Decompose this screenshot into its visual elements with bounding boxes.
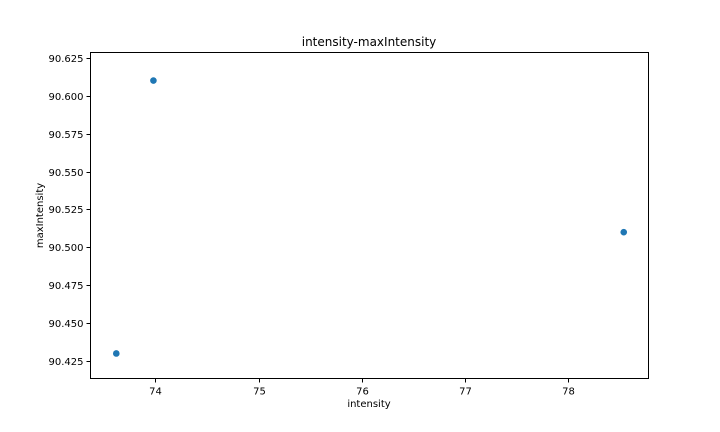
y-tick-label: 90.475	[49, 281, 84, 292]
x-tick-label: 77	[459, 387, 472, 398]
y-tick-label: 90.525	[49, 205, 84, 216]
y-axis-ticks: 90.425 90.450 90.475 90.500 90.525 90.550 90.5…	[49, 54, 91, 368]
data-point	[112, 350, 120, 357]
y-tick-label: 90.600	[49, 92, 84, 103]
data-point	[150, 77, 157, 84]
y-tick-label: 90.550	[49, 168, 84, 179]
x-axis-label: intensity	[347, 399, 390, 410]
data-points	[112, 77, 628, 357]
chart-title: intensity-maxIntensity	[302, 35, 437, 49]
y-axis-label: maxIntensity	[35, 183, 46, 248]
y-tick-label: 90.450	[49, 319, 84, 330]
y-tick-label: 90.575	[49, 130, 84, 141]
x-tick-label: 75	[253, 387, 266, 398]
x-axis-ticks: 74 75 76 77 78	[149, 378, 575, 398]
x-tick-label: 78	[562, 387, 575, 398]
y-tick-label: 90.425	[49, 357, 84, 368]
y-tick-label: 90.500	[49, 243, 84, 254]
y-tick-label: 90.625	[49, 54, 84, 65]
x-tick-label: 74	[149, 387, 162, 398]
data-point	[620, 228, 628, 236]
x-tick-label: 76	[356, 387, 369, 398]
plot-frame	[90, 52, 649, 379]
